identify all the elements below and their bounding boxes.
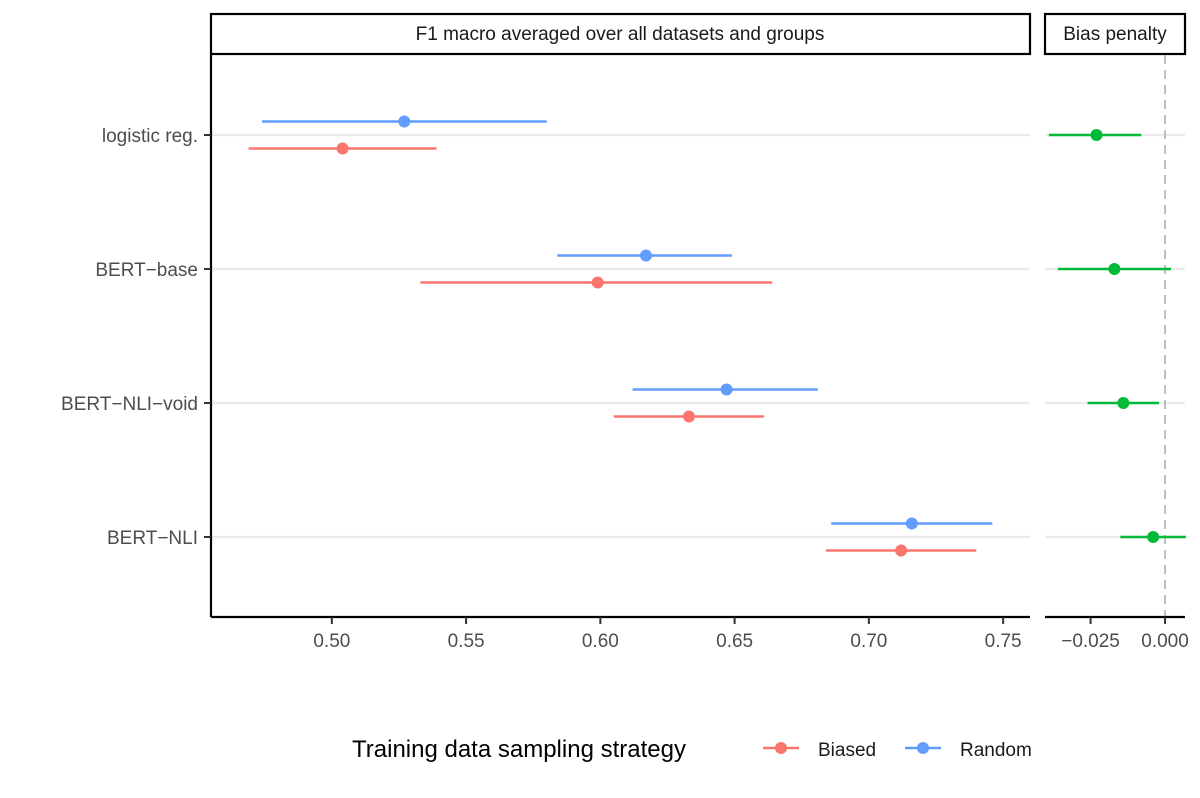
right-panel: Bias penalty −0.025 0.000	[1043, 12, 1189, 652]
point-random-bert-base	[640, 249, 653, 262]
legend-label-random: Random	[960, 740, 1032, 761]
right-marks	[1048, 129, 1186, 543]
legend-key-dot-random	[917, 742, 929, 754]
right-x-tick-label-1: 0.000	[1141, 631, 1189, 652]
left-x-tick-label-3: 0.65	[716, 631, 753, 652]
left-x-ticks: 0.50 0.55 0.60 0.65 0.70 0.75	[313, 617, 1022, 652]
penalty-point-bert-nli	[1147, 531, 1160, 543]
left-panel-title: F1 macro averaged over all datasets and …	[416, 24, 825, 45]
legend: Training data sampling strategy Biased R…	[352, 736, 1032, 763]
legend-item-biased: Biased	[763, 740, 876, 761]
left-x-tick-label-0: 0.50	[313, 631, 350, 652]
right-x-tick-label-0: −0.025	[1061, 631, 1120, 652]
left-x-tick-label-2: 0.60	[582, 631, 619, 652]
legend-title: Training data sampling strategy	[352, 736, 686, 763]
left-panel-strip	[209, 12, 1032, 56]
y-label-bert-nli-void: BERT−NLI−void	[61, 394, 198, 415]
penalty-point-bert-base	[1108, 263, 1121, 275]
left-x-tick-label-1: 0.55	[448, 631, 485, 652]
penalty-point-bert-nli-void	[1117, 397, 1130, 409]
right-x-ticks: −0.025 0.000	[1061, 617, 1189, 652]
point-random-logistic-reg	[398, 115, 411, 128]
point-random-bert-nli-void	[720, 383, 733, 396]
y-label-bert-nli: BERT−NLI	[107, 528, 198, 549]
right-grid	[1045, 133, 1185, 539]
legend-label-biased: Biased	[818, 740, 876, 761]
y-axis-labels: logistic reg. BERT−base BERT−NLI−void BERT−…	[61, 126, 211, 549]
y-label-logistic-reg: logistic reg.	[102, 126, 198, 147]
point-biased-bert-base	[591, 276, 604, 289]
left-grid	[211, 133, 1030, 539]
right-panel-title: Bias penalty	[1063, 24, 1167, 45]
y-label-bert-base: BERT−base	[95, 260, 198, 281]
point-biased-bert-nli-void	[682, 410, 695, 423]
point-random-bert-nli	[905, 517, 918, 530]
left-x-tick-label-4: 0.70	[850, 631, 887, 652]
point-biased-bert-nli	[895, 544, 908, 557]
left-panel: F1 macro averaged over all datasets and …	[61, 12, 1032, 652]
left-marks	[248, 115, 993, 557]
right-panel-strip	[1043, 12, 1187, 56]
left-x-tick-label-5: 0.75	[985, 631, 1022, 652]
legend-item-random: Random	[905, 740, 1032, 761]
legend-key-dot-biased	[775, 742, 787, 754]
point-biased-logistic-reg	[336, 142, 349, 155]
penalty-point-logistic-reg	[1090, 129, 1103, 141]
